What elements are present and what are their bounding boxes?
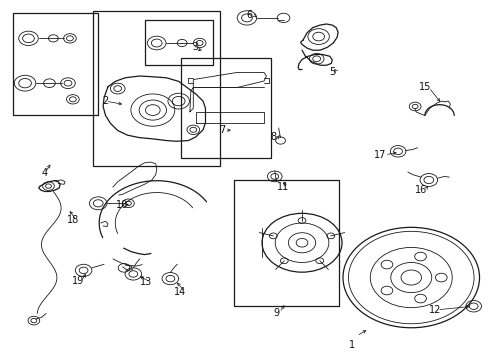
Text: 18: 18 <box>66 215 79 225</box>
Text: 15: 15 <box>418 82 430 92</box>
Text: 16: 16 <box>414 185 426 195</box>
Text: 7: 7 <box>219 125 225 135</box>
Text: 19: 19 <box>71 276 83 286</box>
Text: 10: 10 <box>115 200 127 210</box>
Text: 4: 4 <box>41 168 47 178</box>
Text: 9: 9 <box>273 309 279 318</box>
Bar <box>13 13 98 116</box>
Text: 1: 1 <box>348 340 354 350</box>
Bar <box>233 180 338 306</box>
Text: 8: 8 <box>270 132 276 142</box>
Text: 6: 6 <box>246 10 252 20</box>
Text: 11: 11 <box>277 182 289 192</box>
Bar <box>144 21 212 65</box>
Text: 12: 12 <box>427 305 440 315</box>
Text: 17: 17 <box>373 150 386 160</box>
Text: 2: 2 <box>102 96 108 106</box>
Bar <box>93 12 220 166</box>
Bar <box>181 58 271 158</box>
Text: 5: 5 <box>328 67 335 77</box>
Text: 14: 14 <box>174 287 186 297</box>
Text: 13: 13 <box>140 277 152 287</box>
Text: 3: 3 <box>192 42 199 52</box>
